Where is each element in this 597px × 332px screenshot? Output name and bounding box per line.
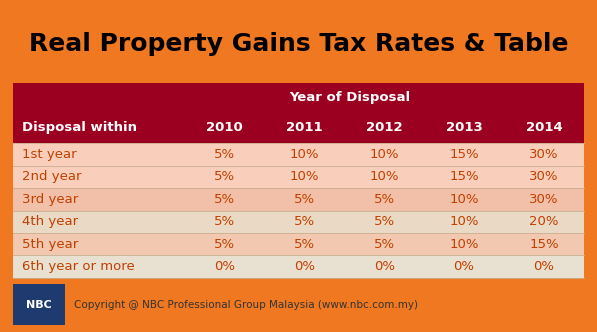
Text: 5%: 5% <box>374 238 395 251</box>
Text: 10%: 10% <box>370 148 399 161</box>
Bar <box>13 284 66 325</box>
Text: 10%: 10% <box>290 170 319 184</box>
Text: 20%: 20% <box>530 215 559 228</box>
Text: 5%: 5% <box>214 238 235 251</box>
Text: 30%: 30% <box>530 170 559 184</box>
Text: Year of Disposal: Year of Disposal <box>290 91 411 104</box>
Bar <box>13 143 584 166</box>
Text: 5%: 5% <box>294 215 315 228</box>
Text: 5%: 5% <box>214 148 235 161</box>
Text: 5%: 5% <box>294 193 315 206</box>
Text: 6th year or more: 6th year or more <box>21 260 134 273</box>
Text: 0%: 0% <box>294 260 315 273</box>
Text: 0%: 0% <box>214 260 235 273</box>
Text: 2013: 2013 <box>446 121 482 133</box>
Text: 2012: 2012 <box>366 121 402 133</box>
Text: 30%: 30% <box>530 148 559 161</box>
Text: NBC: NBC <box>26 299 52 309</box>
Text: 10%: 10% <box>450 238 479 251</box>
Text: Real Property Gains Tax Rates & Table: Real Property Gains Tax Rates & Table <box>29 33 568 56</box>
Text: 0%: 0% <box>534 260 555 273</box>
Text: 0%: 0% <box>454 260 475 273</box>
Text: Copyright @ NBC Professional Group Malaysia (www.nbc.com.my): Copyright @ NBC Professional Group Malay… <box>74 299 418 309</box>
Bar <box>13 188 584 210</box>
Text: 3rd year: 3rd year <box>21 193 78 206</box>
Text: 4th year: 4th year <box>21 215 78 228</box>
Text: 10%: 10% <box>450 215 479 228</box>
Text: 5%: 5% <box>374 215 395 228</box>
Text: 15%: 15% <box>450 170 479 184</box>
Text: 5%: 5% <box>374 193 395 206</box>
Text: 15%: 15% <box>529 238 559 251</box>
Text: Disposal within: Disposal within <box>21 121 137 133</box>
Text: 5%: 5% <box>294 238 315 251</box>
Bar <box>13 83 584 111</box>
Bar <box>13 166 584 188</box>
Text: 10%: 10% <box>370 170 399 184</box>
Text: 2011: 2011 <box>286 121 322 133</box>
Text: 2nd year: 2nd year <box>21 170 81 184</box>
Bar <box>13 233 584 255</box>
Text: 2010: 2010 <box>206 121 242 133</box>
Bar <box>13 111 584 143</box>
Text: 5%: 5% <box>214 215 235 228</box>
Bar <box>13 210 584 233</box>
Text: 5th year: 5th year <box>21 238 78 251</box>
Text: 5%: 5% <box>214 170 235 184</box>
Text: 0%: 0% <box>374 260 395 273</box>
Text: 30%: 30% <box>530 193 559 206</box>
Text: 2014: 2014 <box>526 121 562 133</box>
Text: 1st year: 1st year <box>21 148 76 161</box>
Text: 10%: 10% <box>290 148 319 161</box>
Bar <box>13 255 584 278</box>
Text: 10%: 10% <box>450 193 479 206</box>
Text: 15%: 15% <box>450 148 479 161</box>
Text: 5%: 5% <box>214 193 235 206</box>
